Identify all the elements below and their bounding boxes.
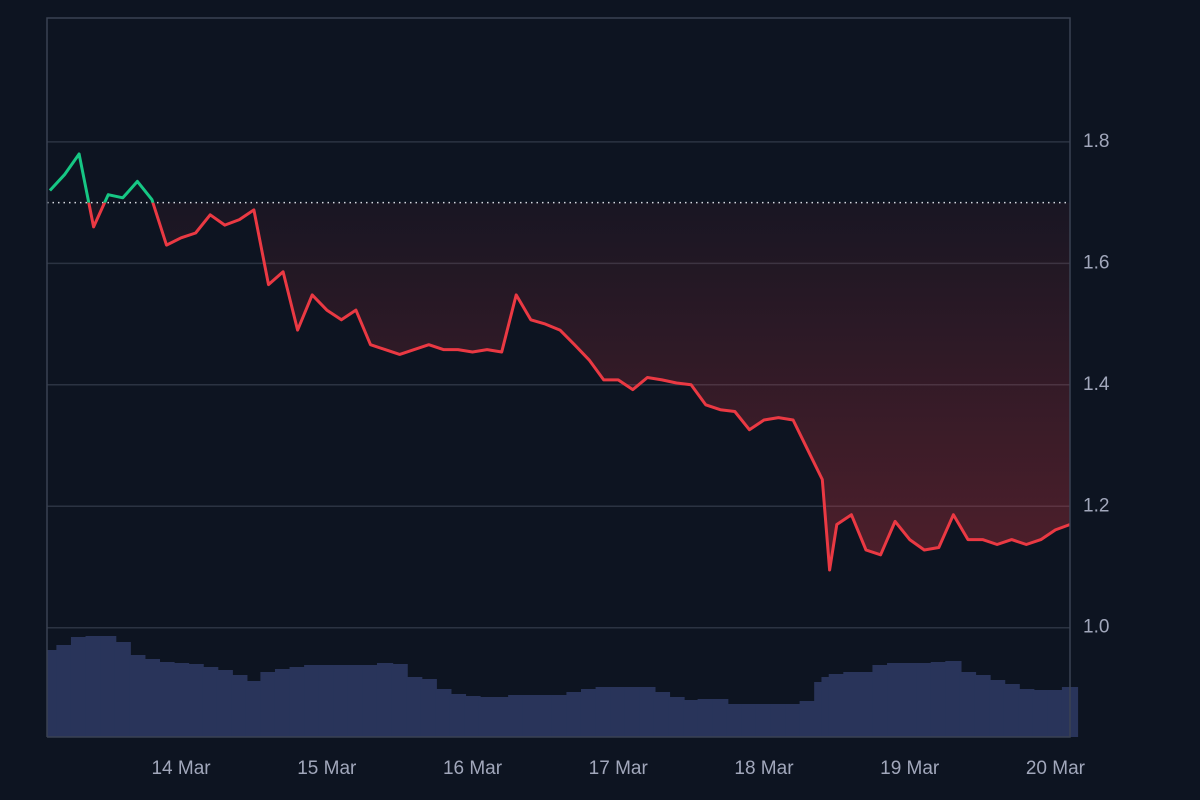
volume-bar [70, 637, 88, 737]
volume-bar [683, 700, 700, 737]
volume-bar [85, 636, 102, 737]
y-tick-label: 1.4 [1083, 374, 1110, 395]
x-tick-label: 18 Mar [734, 758, 794, 779]
volume-bar [770, 704, 787, 737]
volume-bar [741, 704, 758, 737]
volume-bar [799, 701, 816, 737]
volume-bar [347, 665, 365, 737]
volume-bar [1032, 690, 1049, 737]
volume-bar [1018, 689, 1035, 737]
volume-bar [202, 667, 219, 737]
volume-bar [697, 699, 714, 737]
volume-bar [231, 675, 248, 737]
volume-bar [435, 689, 452, 737]
volume-bar [420, 679, 437, 737]
volume-bar [304, 665, 321, 737]
volume-bar [595, 687, 612, 737]
volume-bar [916, 663, 933, 737]
volume-bar [1047, 690, 1064, 737]
volume-bar [624, 687, 641, 737]
volume-bar [406, 677, 423, 737]
volume-bar [989, 680, 1006, 737]
volume-bar [566, 692, 583, 737]
volume-bar [289, 667, 306, 737]
volume-bar [551, 695, 569, 737]
volume-bar [508, 695, 525, 737]
volume-bar [887, 663, 904, 737]
volume-bar [1003, 684, 1020, 737]
volume-bar [391, 664, 408, 737]
volume-bar [56, 645, 73, 737]
volume-bar [158, 662, 175, 737]
loss-area [88, 202, 1070, 570]
y-tick-label: 1.2 [1083, 495, 1109, 516]
volume-bar [930, 662, 947, 737]
volume-bar [245, 681, 263, 737]
volume-bar [785, 704, 802, 737]
x-tick-label: 15 Mar [297, 758, 357, 779]
volume-bar [143, 659, 161, 737]
volume-bar [537, 695, 554, 737]
x-tick-label: 19 Mar [880, 758, 940, 779]
volume-bar [260, 672, 277, 737]
volume-bar [172, 663, 190, 737]
volume-bar [974, 675, 991, 737]
y-tick-label: 1.6 [1083, 252, 1109, 273]
x-tick-label: 20 Mar [1026, 758, 1086, 779]
volume-bar [493, 697, 510, 737]
plot-frame [46, 17, 1071, 738]
volume-bar [187, 664, 204, 737]
volume-bar [843, 672, 860, 737]
volume-bar [464, 696, 481, 737]
volume-bar [580, 689, 598, 737]
volume-bar [945, 661, 962, 737]
volume-bar [828, 674, 845, 737]
volume-bar [668, 697, 685, 737]
volume-bar [755, 704, 773, 737]
volume-bar [100, 636, 117, 737]
price-line-below [87, 202, 1071, 572]
volume-bar [726, 704, 743, 737]
x-tick-label: 16 Mar [443, 758, 503, 779]
volume-bar [376, 663, 394, 737]
y-tick-label: 1.8 [1083, 131, 1109, 152]
volume-bar [712, 699, 729, 737]
volume-bar [449, 694, 467, 737]
y-tick-label: 1.0 [1083, 617, 1109, 638]
volume-bar [274, 669, 292, 737]
x-tick-label: 14 Mar [151, 758, 211, 779]
x-tick-label: 17 Mar [589, 758, 649, 779]
volume-bar [318, 665, 335, 737]
volume-bar [333, 665, 350, 737]
volume-bar [872, 665, 889, 737]
volume-bar [362, 665, 379, 737]
volume-bar [959, 672, 977, 737]
volume-bar [639, 687, 656, 737]
volume-bar [129, 655, 146, 737]
volume-bar [653, 692, 671, 737]
volume-bar [901, 663, 918, 737]
volume-bar [478, 697, 496, 737]
volume-bar [216, 670, 233, 737]
volume-bar [522, 695, 539, 737]
volume-bar [610, 687, 627, 737]
volume-bar [857, 672, 875, 737]
volume-bar [114, 642, 131, 737]
